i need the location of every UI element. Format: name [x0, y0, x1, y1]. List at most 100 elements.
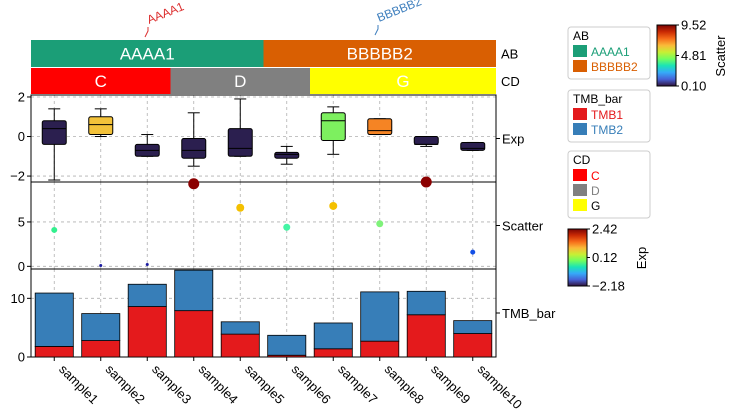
- tmb-bar-segment: [313, 348, 353, 358]
- colorbar-tick-label: 9.52: [681, 18, 706, 33]
- legend-label: AAAA1: [591, 45, 630, 59]
- legend-box: [567, 26, 651, 80]
- legend-title: CD: [573, 153, 591, 167]
- legend-label: TMB1: [591, 108, 623, 122]
- scatter-colorbar: [656, 24, 677, 87]
- box-body: [413, 136, 439, 145]
- tmb-bar-segment: [406, 290, 446, 316]
- top-label-text: AAAA1: [145, 0, 186, 27]
- box-body: [181, 138, 207, 159]
- top-label-connector: [374, 25, 379, 36]
- sample-label: sample8: [382, 362, 427, 407]
- exp-colorbar-title: Exp: [634, 247, 649, 269]
- legend-swatch: [573, 45, 587, 57]
- y-tick-label: 0: [18, 129, 25, 144]
- colorbar-tick-label: 4.81: [681, 48, 706, 63]
- annotation-bars: AAAA1 BBBBB2 ABC D G CD: [31, 40, 520, 94]
- panel-row-label: Exp: [502, 132, 524, 147]
- box-body: [227, 128, 253, 157]
- tmb-bar-segment: [174, 269, 214, 312]
- tmb-bar-segment: [453, 333, 493, 358]
- annotation-segment-label: G: [396, 72, 409, 91]
- sample-label: sample10: [475, 362, 525, 412]
- scatter-panel: 0 5 Scatter: [18, 176, 544, 274]
- box-body: [460, 141, 486, 151]
- annotation-row-label: CD: [501, 74, 520, 89]
- exp-colorbar: [567, 228, 588, 287]
- tmb-bar-segment: [267, 334, 307, 356]
- scatter-point: [470, 249, 476, 255]
- legend-swatch: [573, 199, 587, 211]
- colorbar-tick-label: 2.42: [592, 222, 617, 237]
- scatter-point: [283, 223, 291, 231]
- sample-label: sample2: [103, 362, 148, 407]
- top-label-connector: [144, 27, 149, 38]
- sample-labels: sample1 sample2 sample3 sample4 sample5 sampl…: [53, 357, 525, 412]
- tmb-bar-segment: [127, 283, 167, 307]
- tmb-bar-segment: [360, 340, 400, 358]
- y-tick-label: 10: [11, 291, 25, 306]
- scatter-point: [188, 178, 200, 190]
- annotation-segment: [170, 68, 310, 94]
- annotation-segment: [31, 40, 264, 67]
- box-body: [274, 151, 300, 159]
- sample-label: sample3: [149, 362, 194, 407]
- tmb-bar-segment: [34, 346, 74, 358]
- panel-row-label: Scatter: [502, 219, 544, 234]
- y-tick-label: 2: [18, 89, 25, 104]
- annotation-segment-label: AAAA1: [120, 45, 175, 64]
- annotation-segment-label: C: [95, 72, 107, 91]
- y-tick-label: 5: [18, 214, 25, 229]
- box-body: [320, 112, 346, 141]
- tmb-bar-segment: [406, 314, 446, 358]
- tmb-bar-segment: [174, 310, 214, 358]
- legend-label: BBBBB2: [591, 60, 638, 74]
- annotation-segment: [31, 68, 171, 94]
- scatter-point: [51, 226, 58, 233]
- sample-label: sample5: [242, 362, 287, 407]
- tmb-bar-segment: [360, 291, 400, 342]
- sample-label: sample1: [56, 362, 101, 407]
- scatter-point: [376, 220, 384, 228]
- y-tick-label: 0: [18, 350, 25, 365]
- legend-box: [567, 89, 651, 143]
- top-labels: AAAA1 BBBBB2: [144, 0, 424, 38]
- sample-label: sample4: [196, 362, 241, 407]
- scatter-point: [420, 176, 432, 188]
- box-body: [88, 116, 114, 136]
- annotation-segment-label: D: [234, 72, 246, 91]
- legend-swatch: [573, 184, 587, 196]
- y-tick-label: −2: [10, 169, 25, 184]
- colorbars: 9.52 4.81 0.10 Scatter 2.42 0.12 −2.18 Exp: [567, 18, 728, 294]
- legend-title: AB: [573, 29, 589, 43]
- tmb-bar-segment: [81, 340, 121, 358]
- legend-label: G: [591, 199, 600, 213]
- box-body: [367, 118, 393, 136]
- scatter-point: [329, 201, 338, 210]
- legend-label: C: [591, 169, 600, 183]
- y-tick-label: 0: [18, 259, 25, 274]
- colorbar-tick-label: 0.10: [681, 79, 706, 94]
- tmb-bar-segment: [220, 333, 260, 358]
- legend-label: D: [591, 184, 600, 198]
- box-body: [41, 120, 67, 145]
- legend-swatch: [573, 60, 587, 72]
- tmb-bar-segment: [453, 320, 493, 334]
- annotation-segment: [310, 68, 496, 94]
- top-label-text: BBBBB2: [375, 0, 424, 25]
- scatter-point: [99, 263, 103, 267]
- colorbar-tick-label: −2.18: [592, 279, 625, 294]
- exp-boxplot-panel: −2 0 2 Exp: [10, 89, 524, 183]
- sample-label: sample7: [335, 362, 380, 407]
- annotation-segment: [263, 40, 496, 67]
- legend-swatch: [573, 123, 587, 135]
- annotation-row-label: AB: [501, 47, 518, 62]
- tmb-bar-segment: [127, 306, 167, 358]
- annotation-segment-label: BBBBB2: [347, 45, 413, 64]
- tmb-bar-segment: [81, 313, 121, 341]
- sample-label: sample6: [289, 362, 334, 407]
- legend-label: TMB2: [591, 123, 623, 137]
- tmb-bar-segment: [313, 322, 353, 350]
